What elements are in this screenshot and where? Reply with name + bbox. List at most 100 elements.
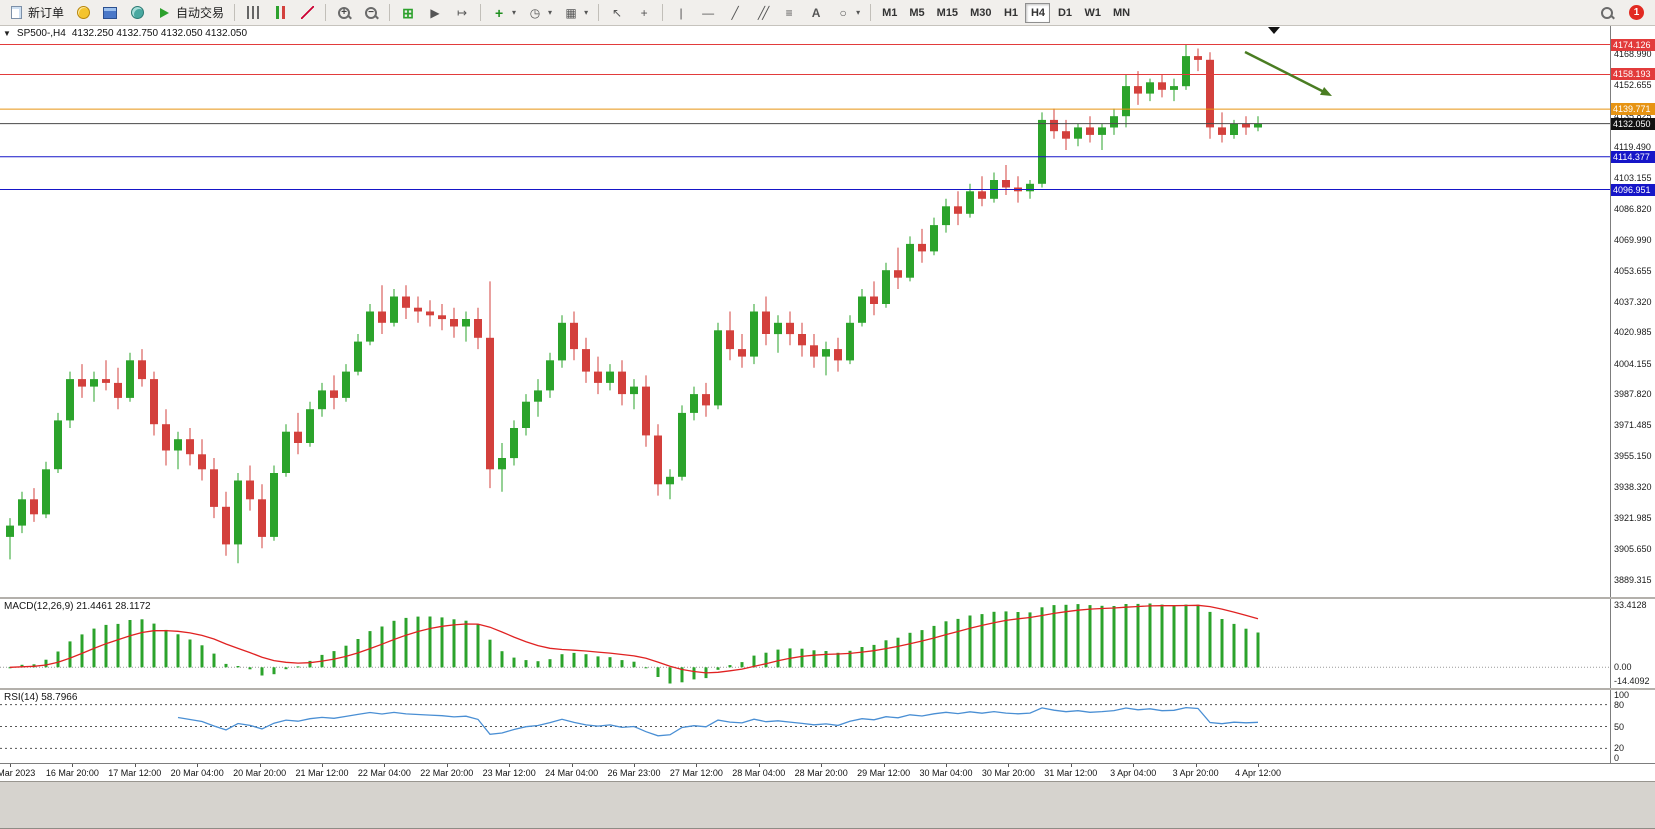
cursor-tool-button[interactable]: ↖: [604, 2, 630, 24]
price-axis-label: 4086.820: [1614, 203, 1652, 214]
auto-scroll-button[interactable]: ▶: [422, 2, 448, 24]
toolbar-separator: [870, 4, 872, 21]
vertical-line-icon: |: [679, 5, 683, 20]
macd-plot-area[interactable]: [0, 599, 1610, 688]
rsi-axis[interactable]: 100 80 50 20 0: [1610, 690, 1655, 763]
pane-splitter[interactable]: [0, 688, 1655, 690]
timeframe-h4[interactable]: H4: [1025, 2, 1051, 23]
channel-tool-button[interactable]: ╱╱: [749, 2, 775, 24]
period-button[interactable]: ◷ ▾: [522, 2, 557, 24]
tile-windows-button[interactable]: ⊞: [395, 2, 421, 24]
timeframe-mn[interactable]: MN: [1112, 6, 1131, 19]
time-axis-label: 3 Apr 04:00: [1110, 768, 1157, 778]
time-axis-tick: [1008, 764, 1010, 767]
pane-splitter[interactable]: [0, 597, 1655, 599]
new-order-icon: [10, 6, 22, 19]
data-window-icon: [103, 6, 118, 19]
time-axis-label: 30 Mar 04:00: [919, 768, 973, 778]
time-axis-label: 23 Mar 12:00: [482, 768, 536, 778]
shapes-tool-button[interactable]: ○ ▾: [830, 2, 865, 24]
time-axis-tick: [571, 764, 573, 767]
timeframe-m5[interactable]: M5: [909, 6, 925, 19]
line-chart-icon: [300, 6, 314, 19]
trendline-tool-button[interactable]: ╱: [722, 2, 748, 24]
time-axis-label: 21 Mar 12:00: [295, 768, 349, 778]
macd-axis[interactable]: 33.4128 0.00 -14.4092: [1610, 599, 1655, 688]
price-axis-label: 3905.650: [1614, 543, 1652, 554]
time-axis-label: 29 Mar 12:00: [857, 768, 911, 778]
timeframe-d1[interactable]: D1: [1057, 6, 1072, 19]
autotrading-label: 自动交易: [176, 6, 225, 20]
time-axis-tick: [259, 764, 261, 767]
one-click-trading-toggle[interactable]: ▼: [3, 29, 11, 38]
time-axis-label: 22 Mar 04:00: [357, 768, 411, 778]
level-price-badge[interactable]: 4096.951: [1611, 183, 1655, 196]
template-button[interactable]: ▦ ▾: [558, 2, 593, 24]
time-axis[interactable]: 16 Mar 2023 16 Mar 20:00 17 Mar 12:00 20 Ma…: [0, 763, 1655, 781]
line-chart-button[interactable]: [294, 2, 320, 24]
time-axis-tick: [322, 764, 323, 767]
time-axis-tick: [446, 764, 448, 767]
timeframe-m30[interactable]: M30: [970, 6, 992, 19]
chart-info-line: ▼ SP500-,H4 4132.250 4132.750 4132.050 4…: [3, 28, 247, 39]
trendline-icon: ╱: [731, 5, 739, 20]
price-chart-pane: ▼ SP500-,H4 4132.250 4132.750 4132.050 4…: [0, 26, 1655, 597]
toolbar-separator: [234, 4, 236, 21]
crosshair-tool-button[interactable]: +: [631, 2, 657, 24]
autotrading-play-icon: [159, 7, 169, 18]
data-window-button[interactable]: [97, 2, 123, 24]
price-axis-label: 4135.825: [1614, 111, 1652, 122]
time-axis-tick: [72, 764, 74, 767]
fibonacci-icon: ≡: [785, 5, 793, 20]
time-axis-tick: [821, 764, 823, 767]
timeframe-m1[interactable]: M1: [882, 6, 898, 19]
navigator-icon: [130, 6, 144, 19]
search-icon[interactable]: [1601, 6, 1613, 19]
level-price-badge[interactable]: 4114.377: [1611, 150, 1655, 163]
macd-axis-label: 0.00: [1614, 662, 1632, 673]
rsi-axis-label: 100: [1614, 690, 1630, 700]
level-price-badge[interactable]: 4139.771: [1611, 103, 1655, 116]
toolbar-separator: [662, 4, 664, 21]
fibonacci-tool-button[interactable]: ≡: [776, 2, 802, 24]
zoom-in-button[interactable]: +: [331, 2, 357, 24]
time-axis-label: 16 Mar 2023: [0, 768, 36, 778]
price-axis-label: 4103.155: [1614, 172, 1652, 183]
chart-ohlc-values: 4132.250 4132.750 4132.050 4132.050: [71, 28, 248, 39]
chart-shift-button[interactable]: ↦: [449, 2, 475, 24]
timeframe-w1[interactable]: W1: [1084, 6, 1101, 19]
price-axis-label: 4020.985: [1614, 327, 1652, 338]
candlestick-chart-button[interactable]: [267, 2, 293, 24]
timeframe-m15[interactable]: M15: [936, 6, 959, 19]
notification-badge[interactable]: 1: [1629, 5, 1644, 20]
rsi-plot[interactable]: [0, 690, 1610, 763]
macd-label: MACD(12,26,9) 21.4461 28.1172: [4, 601, 151, 612]
candlestick-plot[interactable]: [0, 26, 1610, 597]
price-plot-area[interactable]: [0, 26, 1610, 597]
time-axis-tick: [696, 764, 698, 767]
macd-plot[interactable]: [0, 599, 1610, 688]
price-axis[interactable]: 4168.990 4152.655 4135.825 4119.490 4103.155…: [1610, 26, 1655, 597]
channel-icon: ╱╱: [757, 5, 769, 20]
candlestick-chart-icon: [273, 6, 287, 19]
time-axis-label: 28 Mar 04:00: [732, 768, 786, 778]
window-footer: [0, 781, 1655, 828]
rsi-plot-area[interactable]: [0, 690, 1610, 763]
autotrading-button[interactable]: 自动交易: [151, 2, 229, 24]
text-tool-button[interactable]: A: [803, 2, 829, 24]
level-price-badge[interactable]: 4174.126: [1611, 38, 1655, 51]
time-axis-label: 31 Mar 12:00: [1044, 768, 1098, 778]
zoom-out-button[interactable]: −: [358, 2, 384, 24]
price-axis-label: 3938.320: [1614, 482, 1652, 493]
level-price-badge[interactable]: 4158.193: [1611, 68, 1655, 81]
timeframe-h1[interactable]: H1: [1003, 6, 1018, 19]
market-watch-icon: [76, 6, 90, 19]
vertical-line-tool-button[interactable]: |: [668, 2, 694, 24]
add-indicator-button[interactable]: + ▾: [486, 2, 521, 24]
horizontal-line-tool-button[interactable]: —: [695, 2, 721, 24]
new-order-button[interactable]: 新订单: [3, 2, 69, 24]
market-watch-button[interactable]: [70, 2, 96, 24]
bar-chart-button[interactable]: [240, 2, 266, 24]
navigator-button[interactable]: [124, 2, 150, 24]
horizontal-line-icon: —: [702, 5, 715, 20]
